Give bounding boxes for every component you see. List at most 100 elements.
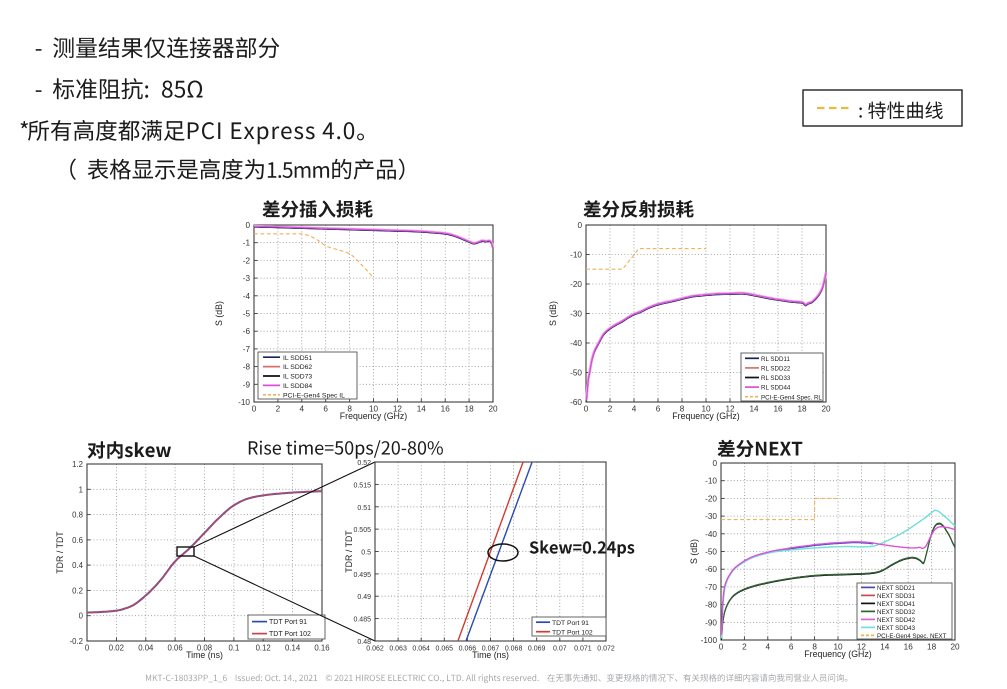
svg-text:0.07: 0.07	[553, 645, 567, 652]
svg-text:12: 12	[725, 404, 735, 413]
svg-text:0: 0	[245, 221, 250, 230]
svg-text:16: 16	[773, 404, 783, 413]
svg-text:NEXT SDD43: NEXT SDD43	[877, 625, 916, 632]
svg-text:0.068: 0.068	[505, 645, 523, 652]
svg-text:18: 18	[465, 404, 475, 413]
svg-text:-80: -80	[705, 601, 717, 610]
svg-text:20: 20	[950, 642, 960, 651]
svg-text:1.2: 1.2	[72, 460, 83, 469]
svg-text:NEXT SDD31: NEXT SDD31	[877, 593, 916, 600]
svg-text:IL SDD51: IL SDD51	[283, 355, 312, 362]
svg-text:0: 0	[712, 459, 717, 468]
svg-text:12: 12	[393, 404, 403, 413]
svg-text:2: 2	[608, 404, 613, 413]
svg-text:-2: -2	[243, 256, 251, 265]
svg-text:0.12: 0.12	[256, 643, 271, 652]
svg-text:Frequency (GHz): Frequency (GHz)	[804, 649, 872, 659]
svg-text:8: 8	[680, 404, 685, 413]
svg-text:Frequency (GHz): Frequency (GHz)	[340, 411, 408, 421]
svg-text:14: 14	[749, 404, 759, 413]
svg-text:2: 2	[276, 404, 281, 413]
svg-text:0.06: 0.06	[168, 643, 183, 652]
svg-text:-90: -90	[705, 618, 717, 627]
svg-text:0.066: 0.066	[459, 645, 477, 652]
svg-text:0.08: 0.08	[197, 643, 212, 652]
svg-text:TDT Port 91: TDT Port 91	[552, 620, 589, 627]
svg-text:0.071: 0.071	[574, 645, 592, 652]
svg-text:Time (ns): Time (ns)	[186, 650, 223, 660]
svg-text:16: 16	[904, 642, 914, 651]
svg-text:6: 6	[323, 404, 328, 413]
svg-text:-70: -70	[705, 583, 717, 592]
svg-text:0: 0	[577, 221, 582, 230]
svg-text:6: 6	[789, 642, 794, 651]
svg-text:-40: -40	[570, 339, 582, 348]
svg-text:-4: -4	[243, 292, 251, 301]
svg-text:PCI-E-Gen4 Spec. RL: PCI-E-Gen4 Spec. RL	[761, 394, 822, 401]
svg-text:PCI-E-Gen4 Spec. NEXT: PCI-E-Gen4 Spec. NEXT	[877, 633, 947, 640]
svg-text:Frequency (GHz): Frequency (GHz)	[672, 411, 740, 421]
svg-text:0.02: 0.02	[109, 643, 124, 652]
svg-text:0.069: 0.069	[528, 645, 546, 652]
svg-text:4: 4	[300, 404, 305, 413]
svg-text:2: 2	[742, 642, 747, 651]
svg-text:10: 10	[833, 642, 843, 651]
svg-text:-6: -6	[243, 327, 251, 336]
svg-text:12: 12	[857, 642, 867, 651]
svg-text:NEXT SDD41: NEXT SDD41	[877, 601, 916, 608]
svg-text:0.8: 0.8	[72, 511, 83, 520]
svg-text:0.067: 0.067	[482, 645, 500, 652]
svg-text:0.2: 0.2	[72, 586, 83, 595]
svg-text:NEXT SDD21: NEXT SDD21	[877, 585, 916, 592]
svg-text:TDR / TDT: TDR / TDT	[344, 530, 354, 573]
svg-text:0.4: 0.4	[72, 561, 84, 570]
svg-text:TDT Port 102: TDT Port 102	[552, 629, 593, 636]
svg-text:-5: -5	[243, 310, 251, 319]
svg-text:0.065: 0.065	[436, 645, 454, 652]
svg-text:-1: -1	[243, 239, 251, 248]
svg-text:RL SDD22: RL SDD22	[761, 366, 791, 373]
svg-text:-60: -60	[570, 398, 582, 407]
svg-text:0: 0	[252, 404, 257, 413]
svg-text:S (dB): S (dB)	[214, 301, 224, 326]
svg-text:18: 18	[927, 642, 937, 651]
svg-text:IL SDD73: IL SDD73	[283, 374, 312, 381]
svg-text:PCI-E-Gen4 Spec IL: PCI-E-Gen4 Spec IL	[283, 392, 345, 399]
svg-text:0: 0	[79, 612, 84, 621]
svg-text:S (dB): S (dB)	[548, 301, 558, 326]
svg-text:0: 0	[85, 643, 90, 652]
svg-text:0.52: 0.52	[357, 460, 371, 467]
svg-text:6: 6	[656, 404, 661, 413]
svg-text:S (dB): S (dB)	[689, 539, 699, 564]
svg-text:NEXT SDD42: NEXT SDD42	[877, 617, 916, 624]
svg-text:0.063: 0.063	[389, 645, 407, 652]
svg-text:20: 20	[821, 404, 831, 413]
svg-text:TDR / TDT: TDR / TDT	[55, 531, 65, 574]
svg-text:0.505: 0.505	[353, 527, 371, 534]
svg-text:4: 4	[766, 642, 771, 651]
svg-text:IL SDD62: IL SDD62	[283, 364, 312, 371]
svg-text:18: 18	[797, 404, 807, 413]
svg-text:8: 8	[812, 642, 817, 651]
svg-text:0.14: 0.14	[285, 643, 301, 652]
svg-text:-50: -50	[570, 369, 582, 378]
svg-text:0.072: 0.072	[597, 645, 615, 652]
svg-text:-60: -60	[705, 565, 717, 574]
svg-text:0.064: 0.064	[412, 645, 430, 652]
svg-text:0.6: 0.6	[72, 536, 83, 545]
svg-text:-30: -30	[570, 310, 582, 319]
svg-text:1: 1	[79, 485, 83, 494]
svg-text:0.49: 0.49	[357, 594, 371, 601]
svg-text:IL SDD84: IL SDD84	[283, 383, 312, 390]
svg-text:0.495: 0.495	[353, 572, 371, 579]
svg-text:RL SDD44: RL SDD44	[761, 385, 791, 392]
svg-text:RL SDD11: RL SDD11	[761, 356, 790, 363]
svg-text:TDT Port 91: TDT Port 91	[269, 619, 307, 626]
svg-text:-20: -20	[570, 280, 582, 289]
svg-text:-10: -10	[570, 251, 582, 260]
svg-text:-20: -20	[705, 494, 717, 503]
svg-text:0.5: 0.5	[361, 550, 371, 557]
svg-text:-10: -10	[705, 477, 717, 486]
svg-text:-30: -30	[705, 512, 717, 521]
svg-text:14: 14	[880, 642, 890, 651]
